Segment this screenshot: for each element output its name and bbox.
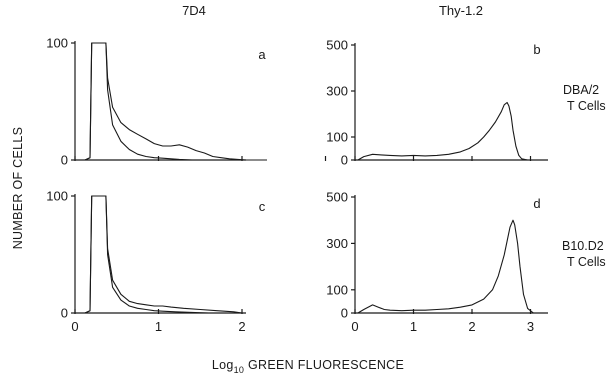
- x-tick-label-c-2: 2: [238, 319, 245, 334]
- y-tick-label-b-0: 0: [341, 153, 348, 168]
- y-tick-label-a-0: 0: [61, 153, 68, 168]
- panel-letter-b: b: [533, 42, 540, 57]
- row-label-b10d2-line2: T Cells: [567, 255, 606, 269]
- y-tick-label-d-0: 0: [341, 306, 348, 321]
- column-title-7d4: 7D4: [182, 3, 206, 18]
- y-tick-label-d-3: 500: [326, 190, 348, 205]
- x-axis-title-rest: GREEN FLUORESCENCE: [244, 358, 404, 372]
- panel-letter-a: a: [258, 47, 266, 62]
- y-axis-title: NUMBER OF CELLS: [11, 127, 25, 250]
- y-tick-label-b-2: 300: [326, 84, 348, 99]
- histogram-line-b-0: [357, 101, 528, 161]
- y-tick-label-b-1: 100: [326, 130, 348, 145]
- panel-d: 0 100 300 500 0 1 2 3 d: [326, 190, 548, 334]
- histogram-line-a-1: [76, 42, 226, 161]
- column-title-thy12: Thy-1.2: [439, 3, 483, 18]
- x-axis-title-log: Log: [212, 358, 234, 372]
- row-label-dba2-line1: DBA/2: [563, 83, 599, 97]
- panel-letter-d: d: [533, 196, 540, 211]
- row-label-b10d2-line1: B10.D2: [562, 239, 604, 253]
- panel-letter-c: c: [259, 199, 266, 214]
- x-tick-label-c-1: 1: [155, 319, 162, 334]
- row-label-dba2-line2: T Cells: [567, 99, 606, 113]
- y-tick-label-d-1: 100: [326, 282, 348, 297]
- histogram-line-c-0: [76, 195, 243, 314]
- x-tick-label-d-2: 2: [468, 319, 475, 334]
- x-axis-title: Log10 GREEN FLUORESCENCE: [212, 358, 404, 373]
- histogram-line-a-0: [76, 42, 267, 161]
- x-tick-label-d-1: 1: [410, 319, 417, 334]
- histogram-line-d-0: [357, 219, 534, 314]
- histogram-line-c-1: [76, 195, 226, 314]
- y-tick-label-a-1: 100: [46, 36, 68, 51]
- x-tick-label-c-0: 0: [71, 319, 78, 334]
- y-tick-label-b-3: 500: [326, 38, 348, 53]
- panel-a: 0 100 a: [46, 36, 327, 168]
- x-tick-label-d-0: 0: [351, 319, 358, 334]
- y-tick-label-c-1: 100: [46, 189, 68, 204]
- y-tick-label-c-0: 0: [61, 306, 68, 321]
- panel-c: 0 100 0 1 2 c: [46, 189, 265, 335]
- x-tick-label-d-3: 3: [527, 319, 534, 334]
- y-tick-label-d-2: 300: [326, 236, 348, 251]
- x-axis-title-subscript: 10: [234, 365, 245, 373]
- panel-b: 0 100 300 500 b: [326, 38, 548, 168]
